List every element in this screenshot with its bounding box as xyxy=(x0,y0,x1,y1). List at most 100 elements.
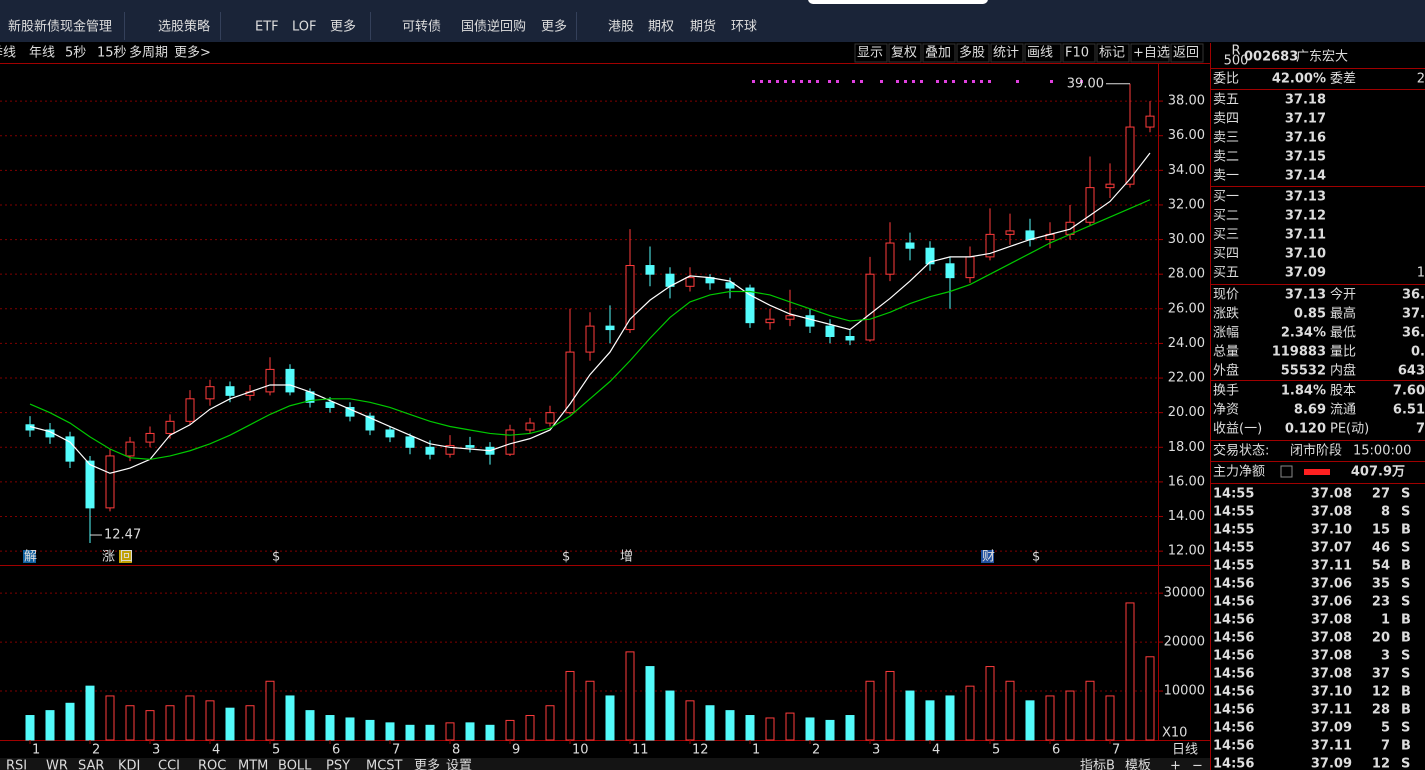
nav-item[interactable]: ETF xyxy=(255,20,279,35)
volume-bar xyxy=(325,715,335,741)
nav-item[interactable]: 港股 xyxy=(608,20,634,35)
period-button[interactable]: 5秒 xyxy=(65,46,86,61)
event-marker[interactable]: 增 xyxy=(620,550,633,565)
nav-item[interactable]: LOF xyxy=(292,20,317,35)
stat-label: 股本 xyxy=(1330,384,1356,399)
indicator-tab[interactable]: CCI xyxy=(158,759,180,770)
nav-item[interactable]: 期权 xyxy=(648,19,674,35)
ask-price: 37.14 xyxy=(1285,169,1326,184)
toolbar xyxy=(0,43,1210,63)
nav-item[interactable]: 可转债 xyxy=(402,20,441,35)
indicator-tab[interactable]: BOLL xyxy=(278,759,312,770)
trade-time: 14:55 xyxy=(1213,541,1254,556)
candle-body xyxy=(605,325,615,331)
indicator-tab[interactable]: KDJ xyxy=(118,759,140,770)
volume-bar xyxy=(145,710,155,741)
candle-body xyxy=(265,368,275,393)
stat-value: 6.51 xyxy=(1393,403,1425,418)
x-tick-label: 2 xyxy=(812,743,820,758)
trade-time: 14:55 xyxy=(1213,505,1254,520)
tool-button[interactable]: 叠加 xyxy=(925,46,951,61)
event-marker[interactable]: $ xyxy=(272,550,280,565)
tool-button[interactable]: 返回 xyxy=(1173,46,1199,61)
bid-volume: 1 xyxy=(1417,266,1425,281)
candle-body xyxy=(1085,187,1095,223)
stat-label: 今开 xyxy=(1330,287,1356,303)
event-marker[interactable]: $ xyxy=(1032,550,1040,565)
tab-control[interactable]: 模板 xyxy=(1125,759,1151,770)
dot xyxy=(988,80,991,83)
tool-button[interactable]: 复权 xyxy=(891,45,917,61)
dot xyxy=(784,80,787,83)
search-pill[interactable] xyxy=(808,0,988,4)
x-tick-label: 1 xyxy=(752,743,760,758)
trade-side: B xyxy=(1401,631,1411,646)
nav-item[interactable]: 更多 xyxy=(541,19,567,35)
candle-body xyxy=(965,256,975,279)
event-marker[interactable]: $ xyxy=(562,550,570,565)
tool-button[interactable]: 多股 xyxy=(959,45,985,61)
period-button[interactable]: 季线 xyxy=(0,46,16,61)
trade-volume: 1 xyxy=(1381,613,1390,628)
candle-body xyxy=(425,446,435,455)
indicator-tab[interactable]: 设置 xyxy=(446,759,472,770)
stat-value: 37. xyxy=(1402,307,1425,322)
tab-control[interactable]: + xyxy=(1170,759,1181,770)
period-button[interactable]: 更多> xyxy=(174,45,211,61)
indicator-tab[interactable]: RSI xyxy=(6,759,27,770)
indicator-tab[interactable]: MCST xyxy=(366,759,403,770)
nav-item[interactable]: 选股策略 xyxy=(158,19,210,35)
candle-body xyxy=(805,315,815,327)
candle-body xyxy=(1145,115,1155,128)
event-marker[interactable]: 解 xyxy=(24,550,37,565)
stat-label: 收益(一) xyxy=(1213,422,1262,437)
nav-item[interactable]: 更多 xyxy=(330,19,356,35)
tool-frame xyxy=(854,43,888,63)
volume-bar xyxy=(505,719,515,741)
volume-bar xyxy=(685,700,695,741)
dot xyxy=(944,80,947,83)
tab-control[interactable]: − xyxy=(1192,759,1203,770)
event-marker[interactable]: 涨 xyxy=(102,550,115,565)
tool-button[interactable]: F10 xyxy=(1065,46,1089,61)
event-marker[interactable]: 财 xyxy=(982,550,995,565)
volume-bar xyxy=(1005,680,1015,741)
dot xyxy=(896,80,899,83)
volume-bar xyxy=(825,719,835,741)
tool-button[interactable]: 标记 xyxy=(1099,46,1125,61)
indicator-tab[interactable]: SAR xyxy=(78,759,104,770)
indicator-tab[interactable]: 更多 xyxy=(414,758,440,770)
nav-item[interactable]: 环球 xyxy=(731,20,757,35)
flow-value: 407.9万 xyxy=(1351,465,1405,480)
indicator-tab[interactable]: ROC xyxy=(198,759,226,770)
ask-label: 卖三 xyxy=(1213,131,1239,146)
period-button[interactable]: 年线 xyxy=(29,46,55,61)
stat-label: 涨幅 xyxy=(1213,326,1239,341)
volume-bar xyxy=(305,710,315,741)
period-label[interactable]: 日线 xyxy=(1172,743,1198,758)
indicator-tab[interactable]: PSY xyxy=(326,759,350,770)
volume-bar xyxy=(485,724,495,741)
indicator-tab[interactable]: MTM xyxy=(238,759,268,770)
nav-item[interactable]: 现金管理 xyxy=(60,19,112,35)
nav-item[interactable]: 期货 xyxy=(690,19,716,35)
flow-icon[interactable] xyxy=(1280,465,1293,478)
tool-button[interactable]: +自选 xyxy=(1133,46,1170,61)
tab-control[interactable]: 指标B xyxy=(1080,759,1115,770)
event-marker[interactable]: 回 xyxy=(120,550,133,565)
tool-button[interactable]: 画线 xyxy=(1027,46,1053,61)
candle-body xyxy=(125,441,135,457)
period-button[interactable]: 15秒 xyxy=(97,46,127,61)
nav-item[interactable]: 新股新债 xyxy=(8,19,60,35)
tool-button[interactable]: 统计 xyxy=(993,46,1019,61)
tool-button[interactable]: 显示 xyxy=(857,46,883,61)
candle-body xyxy=(165,420,175,434)
dot xyxy=(760,80,763,83)
nav-item[interactable]: 国债逆回购 xyxy=(461,19,526,35)
stat-value: 1.84% xyxy=(1281,384,1326,399)
indicator-tab[interactable]: WR xyxy=(46,759,68,770)
period-button[interactable]: 多周期 xyxy=(129,45,168,61)
volume-bar xyxy=(705,705,715,741)
x-tick-label: 9 xyxy=(512,743,520,758)
badge: 500 xyxy=(1224,54,1249,69)
